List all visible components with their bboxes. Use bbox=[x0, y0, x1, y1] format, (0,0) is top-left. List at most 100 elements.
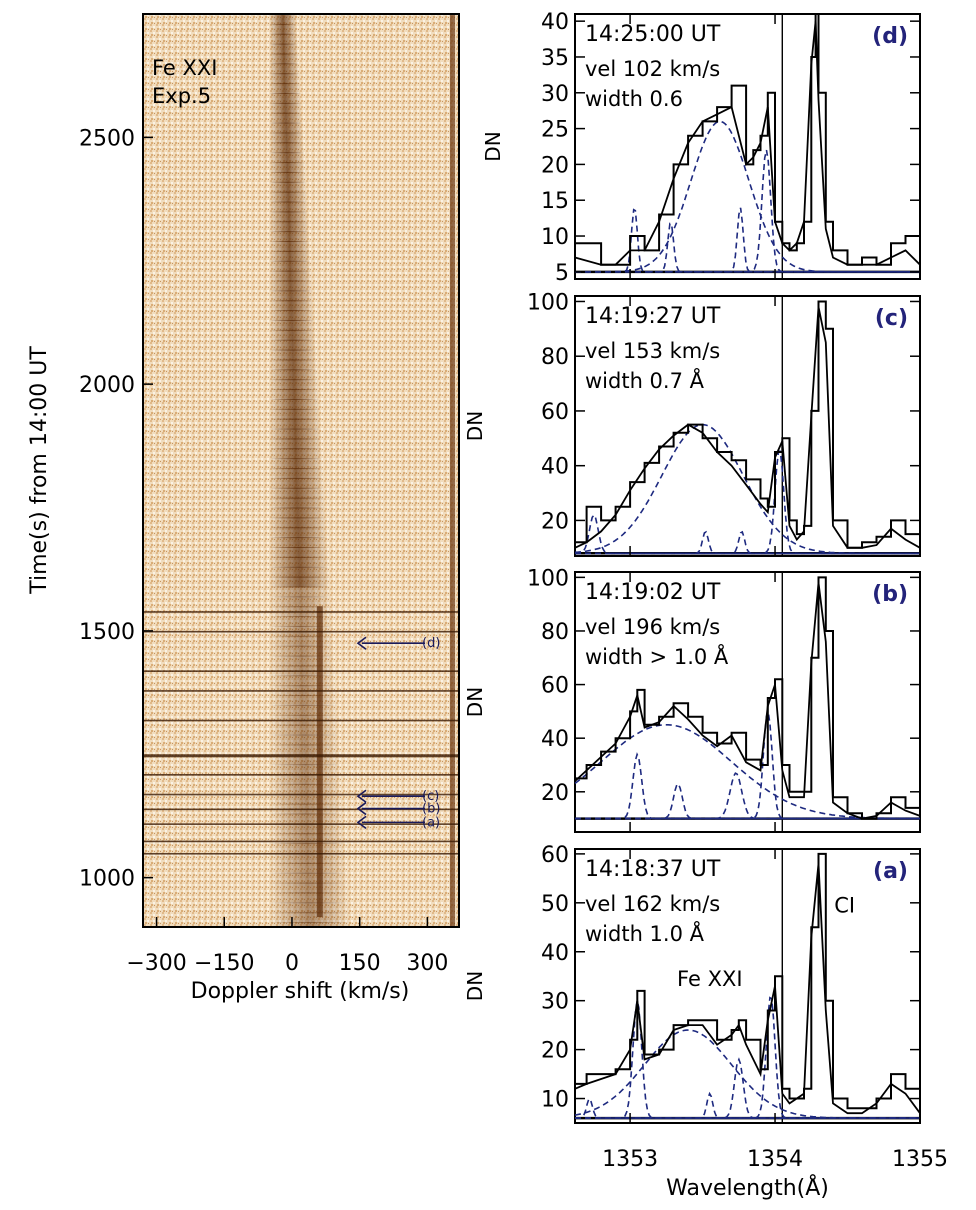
streak-segment bbox=[269, 586, 331, 598]
y-tick-label: 2000 bbox=[79, 373, 135, 398]
streak-segment bbox=[269, 310, 315, 321]
x-tick-label: −300 bbox=[126, 951, 186, 976]
streak-segment bbox=[269, 73, 300, 85]
streak-segment bbox=[269, 171, 306, 183]
streak-segment bbox=[269, 339, 316, 351]
streak-segment bbox=[269, 102, 302, 114]
y-axis-label: DN bbox=[463, 411, 487, 441]
streak-segment bbox=[269, 428, 322, 440]
x-tick-label: 1353 bbox=[602, 1147, 658, 1172]
y-tick-label: 60 bbox=[541, 674, 569, 699]
marker-label: (b) bbox=[422, 802, 440, 817]
streak-segment bbox=[269, 655, 335, 667]
velocity-label: vel 153 km/s bbox=[585, 339, 720, 363]
fit-component bbox=[575, 530, 920, 555]
streak-segment bbox=[269, 843, 346, 854]
image-label-line2: Exp.5 bbox=[152, 84, 211, 108]
streak-segment bbox=[269, 517, 327, 529]
time-stripe bbox=[143, 690, 459, 692]
observed-spectrum bbox=[575, 852, 921, 1110]
streak-segment bbox=[269, 14, 297, 25]
panel-frame bbox=[574, 571, 921, 833]
streak-segment bbox=[269, 329, 316, 341]
observed-spectrum bbox=[575, 300, 921, 549]
y-tick-label: 60 bbox=[541, 400, 569, 425]
streak-segment bbox=[269, 270, 312, 282]
streak-segment bbox=[269, 162, 306, 173]
y-tick-label: 30 bbox=[541, 990, 569, 1015]
streak-segment bbox=[269, 398, 320, 410]
streak-segment bbox=[269, 468, 324, 479]
streak-segment bbox=[269, 418, 321, 430]
panel-letter: (c) bbox=[875, 306, 908, 331]
streak-segment bbox=[269, 872, 348, 884]
streak-segment bbox=[269, 774, 342, 785]
timestamp-label: 14:18:37 UT bbox=[585, 857, 721, 882]
streak-segment bbox=[269, 438, 322, 450]
y-tick-label: 5 bbox=[555, 261, 569, 286]
streak-segment bbox=[269, 142, 305, 154]
y-tick-label: 100 bbox=[527, 566, 569, 591]
fit-component bbox=[575, 450, 920, 555]
time-stripe bbox=[143, 793, 459, 796]
streak-segment bbox=[269, 221, 309, 233]
spectra-panels: 5 10 15 20 25 30 35 40 DN 14:25:00 UT vel 102 km/s… bbox=[463, 10, 948, 1201]
y-tick-label: 40 bbox=[541, 941, 569, 966]
time-stripe bbox=[143, 754, 459, 758]
time-stripe bbox=[143, 823, 459, 825]
streak-segment bbox=[269, 556, 329, 568]
streak-segment bbox=[269, 250, 311, 262]
velocity-label: vel 102 km/s bbox=[585, 57, 720, 81]
fit-component bbox=[575, 149, 920, 273]
time-stripe bbox=[143, 840, 459, 843]
streak-segment bbox=[269, 63, 300, 75]
spectrum-panel-d: 5 10 15 20 25 30 35 40 DN 14:25:00 UT vel 102 km/s… bbox=[481, 10, 921, 286]
streak-segment bbox=[269, 635, 334, 647]
streak-segment bbox=[269, 833, 346, 845]
streak-segment bbox=[269, 912, 350, 924]
streak-segment bbox=[269, 389, 319, 400]
streak-segment bbox=[269, 813, 344, 825]
marker-arrow-head bbox=[356, 815, 367, 830]
y-tick-label: 20 bbox=[541, 153, 569, 178]
streak-segment bbox=[269, 349, 317, 361]
doppler-time-image: Fe XXI Exp.5 −300 −150 0 150 300 1000 1500 200… bbox=[27, 13, 460, 1004]
y-tick-label: 40 bbox=[541, 10, 569, 35]
x-axis-label: Wavelength(Å) bbox=[666, 1174, 829, 1201]
streak-segment bbox=[269, 152, 305, 164]
streak-segment bbox=[269, 862, 347, 874]
streak-segment bbox=[269, 734, 340, 746]
streak-segment bbox=[269, 527, 327, 539]
y-axis-label: DN bbox=[463, 971, 487, 1001]
streak-segment bbox=[269, 201, 308, 213]
streak-segment bbox=[269, 922, 351, 927]
streak-segment bbox=[269, 300, 314, 312]
streak-segment bbox=[269, 596, 332, 608]
spectrum-panel-b: 20 40 60 80 100 DN 14:19:02 UT vel 196 km/s widt… bbox=[463, 566, 921, 833]
y-tick-label: 10 bbox=[541, 1088, 569, 1113]
streak-segment bbox=[269, 852, 347, 864]
y-tick-label: 1500 bbox=[79, 620, 135, 645]
streak-segment bbox=[269, 487, 325, 499]
velocity-label: vel 162 km/s bbox=[585, 892, 720, 916]
width-label: width > 1.0 Å bbox=[585, 643, 729, 669]
marker-arrow-head bbox=[356, 636, 367, 650]
streak-segment bbox=[269, 724, 339, 736]
streak-segment bbox=[269, 537, 328, 548]
time-stripe bbox=[143, 670, 459, 672]
y-tick-label: 1000 bbox=[79, 867, 135, 892]
streak-segment bbox=[269, 92, 302, 104]
streak-segment bbox=[269, 191, 308, 203]
streak-segment bbox=[269, 122, 303, 134]
y-tick-label: 40 bbox=[541, 727, 569, 752]
y-tick-label: 20 bbox=[541, 781, 569, 806]
y-tick-label: 20 bbox=[541, 1039, 569, 1064]
y-tick-label: 50 bbox=[541, 892, 569, 917]
streak-segment bbox=[269, 280, 313, 292]
x-tick-label: 1354 bbox=[747, 1147, 803, 1172]
observed-spectrum bbox=[575, 576, 921, 820]
streak-segment bbox=[269, 43, 299, 55]
width-label: width 0.7 Å bbox=[585, 367, 705, 393]
streak-segment bbox=[269, 546, 329, 558]
line-label-ci: CI bbox=[834, 894, 855, 918]
